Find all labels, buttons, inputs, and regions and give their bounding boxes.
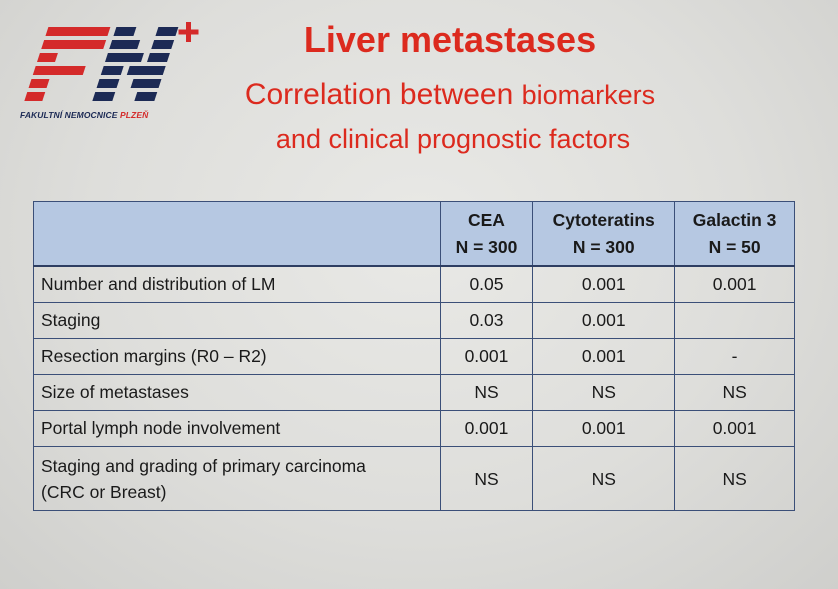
table-row: Staging and grading of primary carcinoma… (33, 446, 795, 511)
cell-cea: 0.001 (439, 410, 534, 447)
row-label: Number and distribution of LM (33, 265, 441, 303)
cell-galactin3 (674, 302, 795, 339)
table-row: Portal lymph node involvement 0.001 0.00… (33, 410, 795, 447)
slide-subtitle-line1: Correlation between biomarkers (196, 76, 704, 114)
cell-galactin3: 0.001 (674, 265, 795, 303)
cell-galactin3: NS (674, 374, 795, 411)
slide-subtitle-line2: and clinical prognostic factors (275, 124, 631, 154)
cell-galactin3: - (674, 338, 795, 375)
fn-plus-logo-icon (24, 22, 199, 101)
row-label: Staging (33, 302, 441, 339)
subtitle-part1: Correlation between (244, 78, 522, 111)
subtitle-part2: biomarkers (521, 80, 656, 110)
slide-title: Liver metastases (303, 19, 597, 60)
row-label-line1: Staging and grading of primary carcinoma (41, 455, 366, 476)
table-row: Number and distribution of LM 0.05 0.001… (33, 265, 795, 303)
cell-cytoteratins: 0.001 (532, 410, 676, 447)
cell-cytoteratins: 0.001 (532, 265, 676, 303)
biomarker-correlation-table: CEA N = 300 Cytoteratins N = 300 Galactin … (33, 201, 795, 511)
cell-galactin3: NS (674, 446, 795, 511)
cell-cea: NS (439, 374, 534, 411)
row-label: Portal lymph node involvement (33, 410, 441, 447)
table-row: Staging 0.03 0.001 (33, 302, 795, 339)
table-header-empty (33, 201, 441, 267)
cell-cytoteratins: NS (532, 446, 676, 511)
table-header-row: CEA N = 300 Cytoteratins N = 300 Galactin … (33, 201, 795, 267)
cell-cea: NS (439, 446, 534, 511)
cell-cytoteratins: NS (532, 374, 676, 411)
logo-caption-main: FAKULTNÍ NEMOCNICE (20, 110, 120, 120)
row-label-line2: (CRC or Breast) (41, 481, 167, 502)
cell-cytoteratins: 0.001 (532, 302, 676, 339)
logo-caption: FAKULTNÍ NEMOCNICE PLZEŇ (20, 110, 220, 120)
hospital-logo: FAKULTNÍ NEMOCNICE PLZEŇ (20, 22, 210, 124)
logo-caption-city: PLZEŇ (119, 110, 149, 120)
table-header-cea: CEA N = 300 (439, 201, 534, 267)
table-header-cytoteratins: Cytoteratins N = 300 (532, 201, 676, 267)
row-label: Resection margins (R0 – R2) (33, 338, 441, 375)
row-label: Size of metastases (33, 374, 441, 411)
table-row: Size of metastases NS NS NS (33, 374, 795, 411)
row-label: Staging and grading of primary carcinoma… (33, 446, 441, 511)
table-row: Resection margins (R0 – R2) 0.001 0.001 … (33, 338, 795, 375)
cell-cea: 0.001 (439, 338, 534, 375)
cell-cytoteratins: 0.001 (532, 338, 676, 375)
cell-cea: 0.03 (439, 302, 534, 339)
cell-cea: 0.05 (439, 265, 534, 303)
cell-galactin3: 0.001 (674, 410, 795, 447)
